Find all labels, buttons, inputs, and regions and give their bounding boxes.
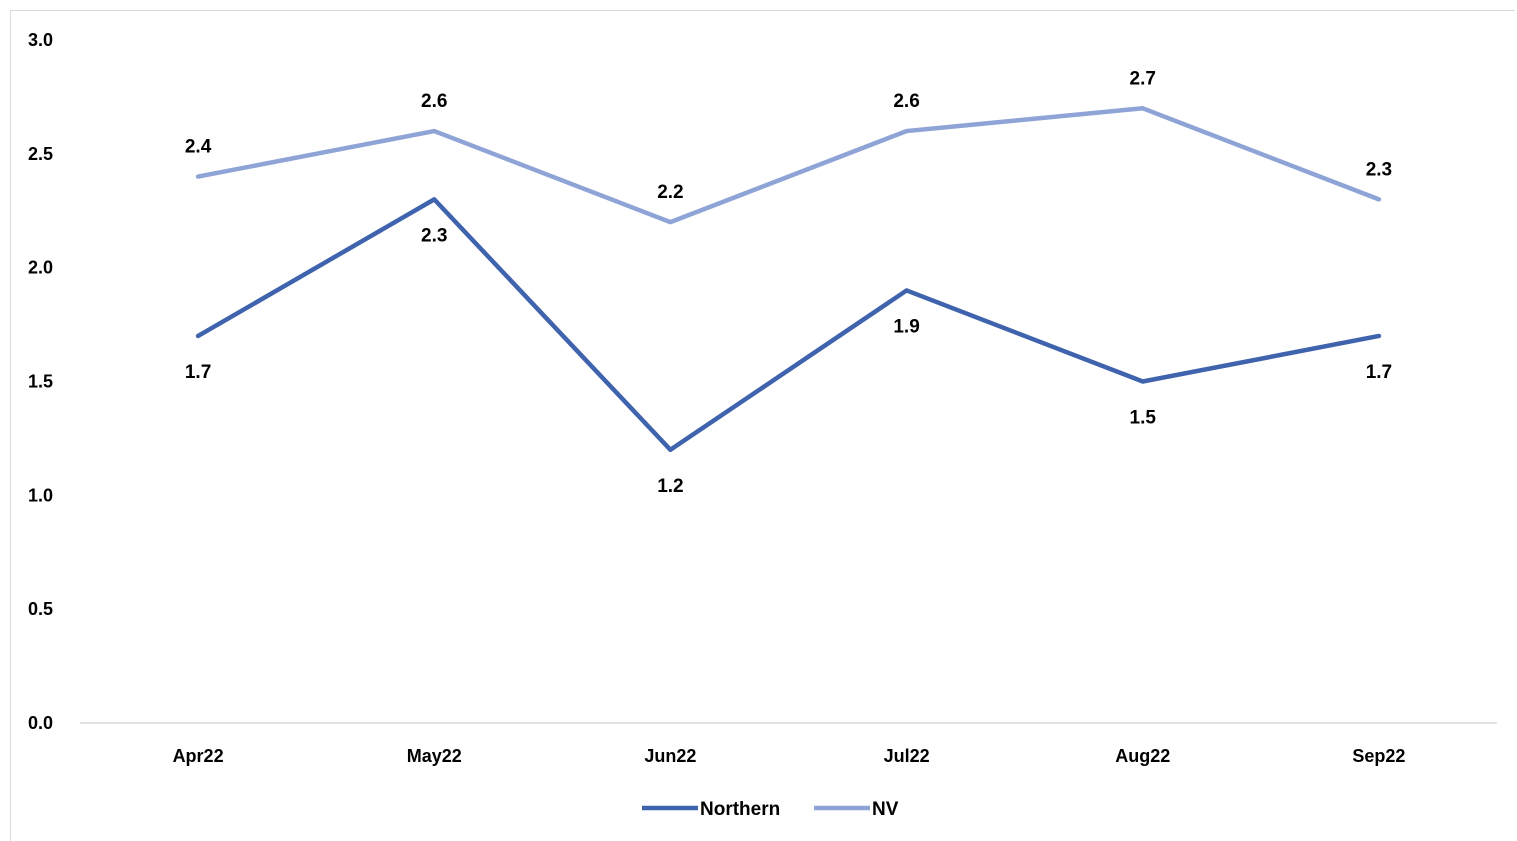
y-tick-label: 0.0 bbox=[28, 713, 53, 733]
x-tick-label: Jun22 bbox=[644, 746, 696, 766]
data-label-northern: 1.2 bbox=[657, 476, 683, 497]
series-line-northern bbox=[195, 197, 1382, 453]
x-tick-label: Apr22 bbox=[173, 746, 224, 766]
data-labels: 1.7 2.3 1.2 1.9 1.5 1.7 2.4 2.6 2.2 2.6 2.7 2.3 bbox=[185, 68, 1392, 497]
x-axis-labels: Apr22 May22 Jun22 Jul22 Aug22 Sep22 bbox=[173, 746, 1406, 766]
x-tick-label: Jul22 bbox=[884, 746, 930, 766]
data-label-nv: 2.2 bbox=[657, 182, 683, 203]
y-axis-labels: 0.0 0.5 1.0 1.5 2.0 2.5 3.0 bbox=[28, 30, 53, 733]
x-tick-label: Sep22 bbox=[1352, 746, 1405, 766]
data-label-northern: 1.5 bbox=[1130, 408, 1157, 429]
data-label-nv: 2.6 bbox=[421, 91, 447, 112]
data-label-northern: 1.7 bbox=[1366, 362, 1392, 383]
data-label-nv: 2.7 bbox=[1130, 68, 1156, 89]
data-label-nv: 2.3 bbox=[1366, 159, 1392, 180]
x-tick-label: Aug22 bbox=[1115, 746, 1170, 766]
y-tick-label: 1.5 bbox=[28, 372, 53, 392]
chart-frame bbox=[10, 10, 1515, 841]
data-label-nv: 2.6 bbox=[893, 91, 919, 112]
data-label-northern: 2.3 bbox=[421, 225, 447, 246]
x-tick-label: May22 bbox=[407, 746, 462, 766]
y-tick-label: 3.0 bbox=[28, 30, 53, 50]
legend: Northern NV bbox=[642, 799, 899, 820]
data-label-nv: 2.4 bbox=[185, 137, 212, 158]
data-label-northern: 1.9 bbox=[893, 316, 919, 337]
y-tick-label: 1.0 bbox=[28, 485, 53, 505]
y-tick-label: 2.5 bbox=[28, 144, 53, 164]
legend-label-nv: NV bbox=[872, 799, 899, 820]
y-tick-label: 0.5 bbox=[28, 599, 53, 619]
y-tick-label: 2.0 bbox=[28, 258, 53, 278]
series-line-nv bbox=[195, 106, 1382, 225]
legend-label-northern: Northern bbox=[700, 799, 780, 820]
data-label-northern: 1.7 bbox=[185, 362, 211, 383]
series-lines bbox=[195, 106, 1382, 453]
